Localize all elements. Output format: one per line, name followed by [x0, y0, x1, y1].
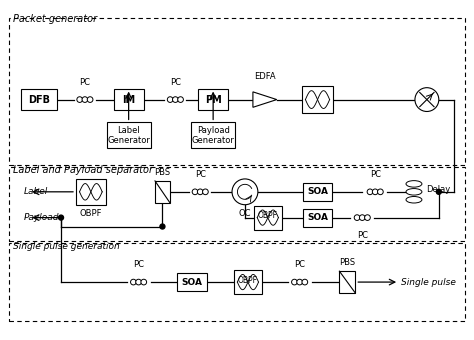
Bar	[107, 122, 151, 148]
Polygon shape	[253, 92, 277, 107]
Text: SOA: SOA	[307, 213, 328, 222]
Bar	[234, 270, 262, 294]
Circle shape	[87, 97, 93, 102]
Text: Label: Label	[23, 187, 47, 196]
Text: PC: PC	[195, 170, 206, 179]
Text: OBPF: OBPF	[238, 276, 258, 285]
Ellipse shape	[406, 181, 422, 187]
Bar	[302, 183, 332, 201]
Circle shape	[359, 215, 365, 220]
Text: OC: OC	[239, 209, 251, 218]
Bar	[339, 271, 356, 293]
Text: OBPF: OBPF	[258, 211, 278, 220]
Text: PBS: PBS	[155, 168, 171, 177]
Text: Payload
Generator: Payload Generator	[191, 125, 235, 145]
Text: Packet generator: Packet generator	[13, 14, 98, 24]
Text: PC: PC	[170, 78, 181, 87]
Circle shape	[232, 179, 258, 205]
Circle shape	[173, 97, 178, 102]
Bar	[155, 181, 170, 203]
Text: PC: PC	[370, 170, 381, 179]
Bar	[114, 89, 144, 111]
Circle shape	[160, 224, 165, 229]
Text: Label
Generator: Label Generator	[107, 125, 150, 145]
Text: Single pulse generation: Single pulse generation	[13, 242, 120, 251]
Bar	[177, 273, 207, 291]
Text: IM: IM	[122, 95, 135, 105]
Bar	[9, 243, 465, 321]
Text: SOA: SOA	[307, 187, 328, 196]
Text: SOA: SOA	[182, 277, 203, 287]
Text: EDFA: EDFA	[254, 72, 276, 81]
Bar	[302, 209, 332, 226]
Text: DFB: DFB	[28, 95, 50, 105]
Text: Single pulse: Single pulse	[401, 277, 456, 287]
Bar	[76, 179, 106, 205]
Circle shape	[178, 97, 183, 102]
Text: PC: PC	[294, 260, 305, 269]
Text: PM: PM	[205, 95, 221, 105]
Circle shape	[302, 279, 308, 285]
Bar	[21, 89, 57, 111]
Circle shape	[192, 189, 198, 195]
Circle shape	[365, 215, 370, 220]
Bar	[254, 206, 282, 230]
Circle shape	[437, 189, 441, 194]
Ellipse shape	[406, 189, 422, 195]
Text: Delay: Delay	[426, 185, 450, 194]
Circle shape	[197, 189, 203, 195]
Text: PC: PC	[357, 231, 368, 239]
Text: Label and Payload separator: Label and Payload separator	[13, 165, 153, 175]
Bar	[9, 167, 465, 241]
Bar	[191, 122, 235, 148]
Circle shape	[367, 189, 373, 195]
Circle shape	[377, 189, 383, 195]
Ellipse shape	[406, 197, 422, 203]
Circle shape	[167, 97, 173, 102]
Circle shape	[77, 97, 82, 102]
Bar	[198, 89, 228, 111]
Circle shape	[141, 279, 146, 285]
Text: OBPF: OBPF	[80, 209, 102, 218]
Bar	[301, 86, 333, 114]
Circle shape	[136, 279, 141, 285]
Circle shape	[59, 215, 64, 220]
Text: PC: PC	[80, 78, 91, 87]
Bar	[9, 18, 465, 165]
Circle shape	[82, 97, 88, 102]
Circle shape	[292, 279, 297, 285]
Circle shape	[202, 189, 208, 195]
Circle shape	[373, 189, 378, 195]
Text: Payload: Payload	[23, 213, 59, 222]
Circle shape	[354, 215, 360, 220]
Circle shape	[130, 279, 136, 285]
Text: PBS: PBS	[339, 258, 356, 267]
Text: PC: PC	[133, 260, 144, 269]
Circle shape	[415, 88, 439, 112]
Circle shape	[297, 279, 302, 285]
